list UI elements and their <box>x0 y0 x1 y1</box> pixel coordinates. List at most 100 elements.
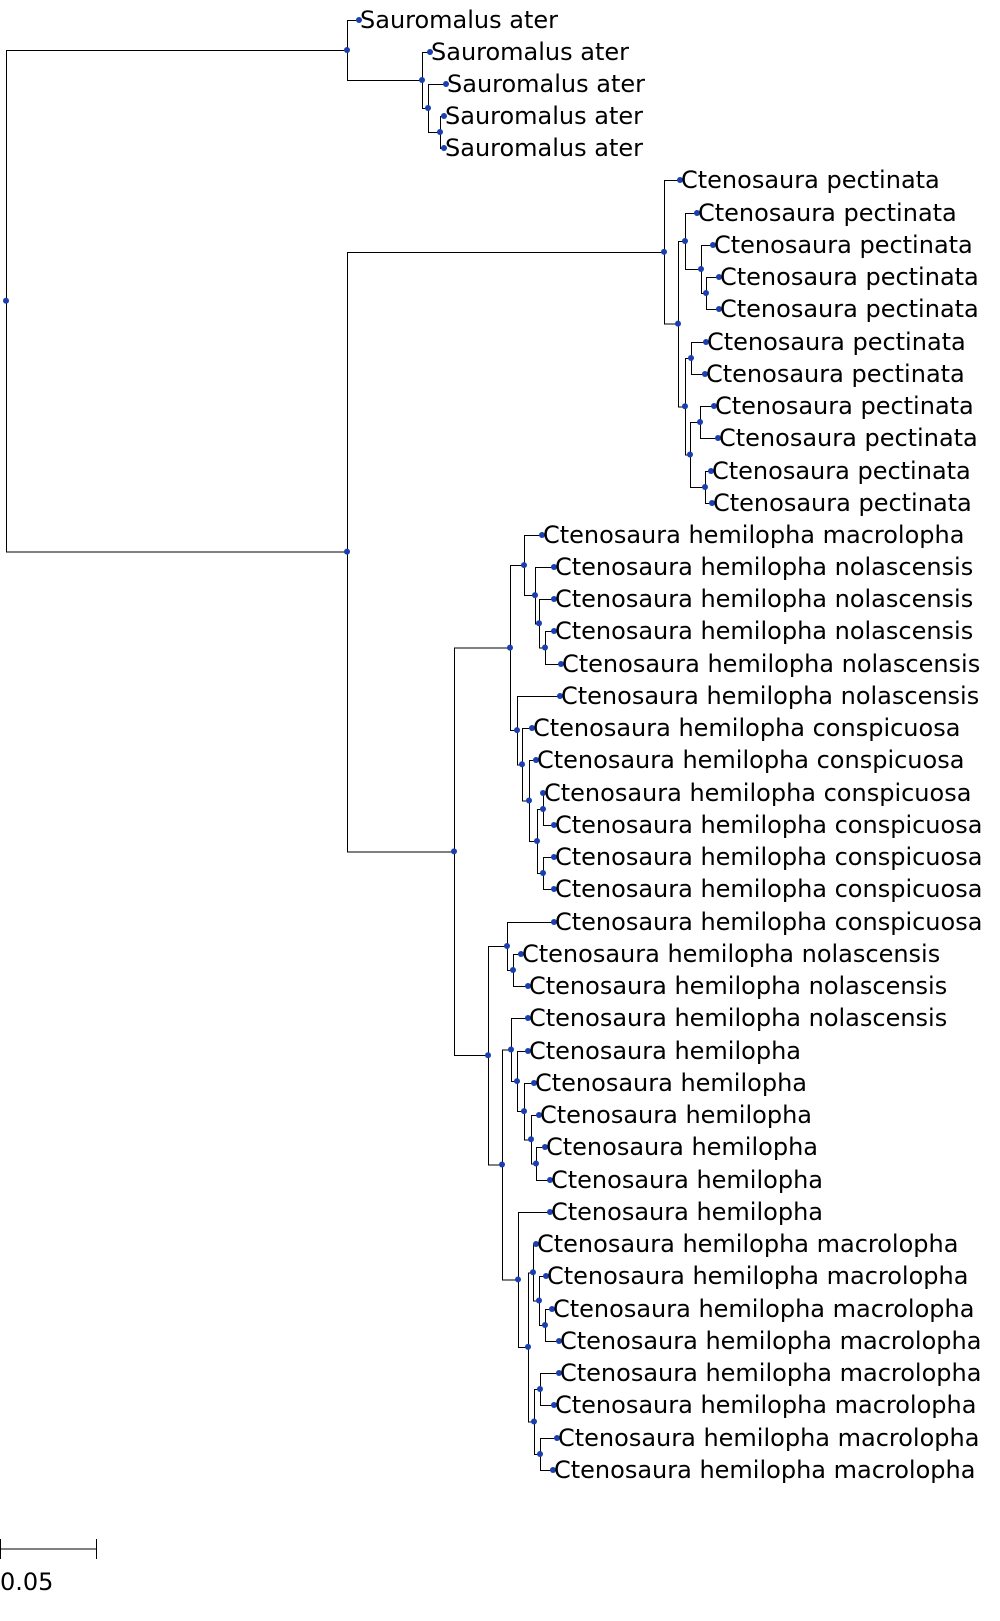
internal-node <box>540 870 546 876</box>
scale-bar: 0.05 <box>0 1539 97 1596</box>
leaf-label: Ctenosaura hemilopha conspicuosa <box>555 811 982 839</box>
leaf-label: Ctenosaura hemilopha macrolopha <box>560 1359 981 1387</box>
internal-node <box>536 1297 542 1304</box>
leaf-label: Ctenosaura hemilopha <box>551 1166 823 1194</box>
leaf-node <box>525 983 531 989</box>
leaf-label: Ctenosaura hemilopha macrolopha <box>553 1295 974 1323</box>
leaf-label: Ctenosaura hemilopha macrolopha <box>537 1230 958 1258</box>
internal-node <box>514 1078 520 1085</box>
leaf-label: Sauromalus ater <box>431 38 629 66</box>
leaf-label: Ctenosaura pectinata <box>720 263 979 291</box>
leaf-node <box>533 1241 539 1247</box>
leaf-node <box>716 274 722 280</box>
leaf-label: Ctenosaura hemilopha conspicuosa <box>537 746 964 774</box>
internal-node <box>536 620 542 627</box>
internal-node <box>534 838 540 844</box>
leaf-node <box>529 725 535 731</box>
leaf-node <box>709 500 715 506</box>
leaf-node <box>551 628 557 634</box>
leaf-node <box>551 1402 557 1408</box>
internal-node <box>521 562 527 569</box>
internal-node <box>521 1108 527 1115</box>
leaf-label: Ctenosaura hemilopha macrolopha <box>555 1391 976 1419</box>
leaf-node <box>525 1048 531 1054</box>
internal-node <box>3 297 9 304</box>
leaf-label: Ctenosaura hemilopha nolascensis <box>529 1004 947 1032</box>
leaf-node <box>551 564 557 570</box>
internal-node <box>504 943 510 949</box>
leaf-node <box>525 1015 531 1021</box>
leaf-label: Sauromalus ater <box>445 102 643 130</box>
leaf-label: Ctenosaura pectinata <box>707 328 966 356</box>
leaf-node <box>443 81 449 87</box>
leaf-label: Ctenosaura hemilopha macrolopha <box>547 1262 968 1290</box>
leaf-node <box>540 790 546 796</box>
leaf-node <box>543 1273 549 1279</box>
internal-node <box>507 644 513 651</box>
internal-node <box>508 1046 514 1053</box>
internal-node <box>542 1322 548 1328</box>
internal-node <box>499 1161 505 1168</box>
leaf-label: Ctenosaura hemilopha <box>546 1133 818 1161</box>
leaf-label: Ctenosaura hemilopha nolascensis <box>561 682 979 710</box>
leaf-node <box>536 1112 542 1118</box>
leaf-node <box>711 403 717 409</box>
leaf-label: Ctenosaura hemilopha macrolopha <box>558 1424 979 1452</box>
internal-node <box>537 1451 543 1457</box>
leaf-label: Ctenosaura hemilopha macrolopha <box>543 521 964 549</box>
leaf-node <box>551 919 557 925</box>
internal-node <box>661 248 667 255</box>
internal-node <box>425 105 431 111</box>
leaf-node <box>554 1435 560 1441</box>
internal-node <box>531 1418 537 1425</box>
internal-node <box>698 266 704 272</box>
leaf-node <box>702 371 708 377</box>
leaf-node <box>716 306 722 312</box>
leaf-node <box>550 1467 556 1473</box>
leaf-label: Ctenosaura pectinata <box>714 231 973 259</box>
leaf-node <box>556 1338 562 1344</box>
leaf-label: Ctenosaura hemilopha conspicuosa <box>555 843 982 871</box>
internal-node <box>419 77 425 83</box>
leaf-node <box>547 1209 553 1215</box>
leaf-node <box>715 435 721 441</box>
leaf-node <box>703 339 709 345</box>
leaf-label: Ctenosaura hemilopha <box>540 1101 812 1129</box>
leaf-label: Ctenosaura pectinata <box>715 392 974 420</box>
leaf-label: Ctenosaura hemilopha nolascensis <box>562 650 980 678</box>
leaf-label: Ctenosaura hemilopha <box>529 1037 801 1065</box>
scale-bar-label: 0.05 <box>0 1568 53 1596</box>
leaf-label: Ctenosaura hemilopha macrolopha <box>560 1327 981 1355</box>
internal-node <box>515 1276 521 1283</box>
leaf-label: Ctenosaura hemilopha conspicuosa <box>533 714 960 742</box>
internal-node <box>682 238 688 244</box>
internal-node <box>688 355 694 361</box>
leaf-label: Ctenosaura hemilopha nolascensis <box>522 940 940 968</box>
tree-nodes <box>3 17 722 1473</box>
leaf-label: Ctenosaura pectinata <box>719 424 978 452</box>
leaf-node <box>551 854 557 860</box>
leaf-label: Ctenosaura hemilopha nolascensis <box>555 585 973 613</box>
internal-node <box>682 403 688 410</box>
leaf-label: Ctenosaura pectinata <box>706 360 965 388</box>
internal-node <box>537 1386 543 1392</box>
leaf-label: Ctenosaura hemilopha nolascensis <box>555 553 973 581</box>
leaf-label: Ctenosaura pectinata <box>712 457 971 485</box>
internal-node <box>687 451 693 458</box>
internal-node <box>344 548 350 555</box>
internal-node <box>540 806 546 812</box>
leaf-label: Ctenosaura hemilopha <box>551 1198 823 1226</box>
leaf-node <box>551 822 557 828</box>
leaf-node <box>551 886 557 892</box>
leaf-label: Ctenosaura hemilopha conspicuosa <box>544 779 971 807</box>
internal-node <box>532 592 538 599</box>
leaf-label: Ctenosaura hemilopha nolascensis <box>555 617 973 645</box>
internal-node <box>526 797 532 804</box>
internal-node <box>533 1160 539 1167</box>
leaf-node <box>533 757 539 763</box>
leaf-node <box>441 113 447 119</box>
leaf-label: Sauromalus ater <box>447 70 645 98</box>
leaf-node <box>549 1306 555 1312</box>
leaf-label: Sauromalus ater <box>445 134 643 162</box>
